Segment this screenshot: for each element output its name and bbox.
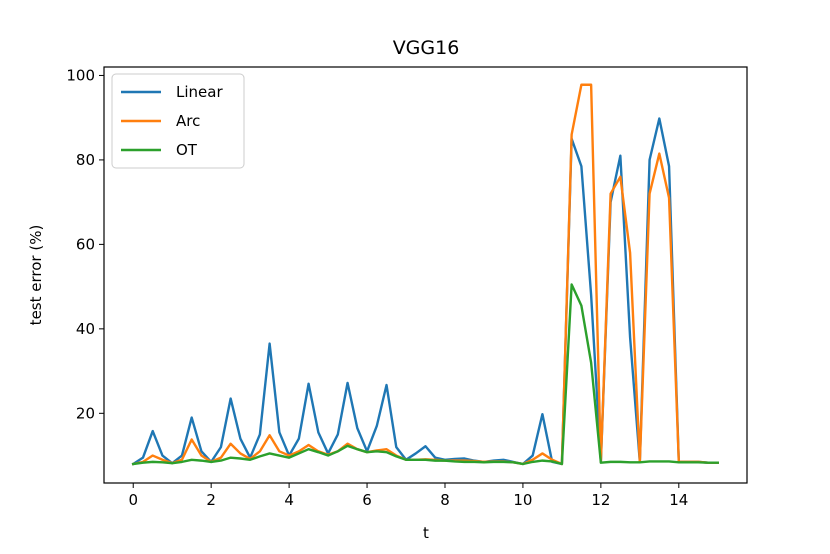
x-axis-label: t [423,524,429,542]
legend-label-arc: Arc [176,112,200,130]
x-tick-label: 2 [206,491,216,509]
chart-title: VGG16 [393,37,460,59]
series-layer [131,83,719,466]
y-axis-label: test error (%) [27,225,45,326]
x-tick-label: 8 [440,491,450,509]
series-line-linear [131,117,719,466]
x-tick-label: 6 [362,491,372,509]
x-tick-label: 0 [128,491,138,509]
legend-label-ot: OT [176,141,198,159]
legend-box [111,73,245,169]
y-tick-label: 20 [76,404,95,422]
legend-label-linear: Linear [176,83,223,101]
x-axis: 0 2 4 6 8 10 12 14 [128,483,688,509]
x-tick-label: 4 [284,491,294,509]
plot-frame [103,66,748,484]
x-tick-label: 14 [669,491,688,509]
x-tick-label: 10 [513,491,532,509]
y-axis: 20 40 60 80 100 [66,66,104,422]
y-tick-label: 40 [76,320,95,338]
y-tick-label: 80 [76,151,95,169]
legend: Linear Arc OT [111,73,245,169]
y-tick-label: 100 [66,66,95,84]
series-line-ot [131,283,719,466]
y-tick-label: 60 [76,235,95,253]
x-tick-label: 12 [591,491,610,509]
